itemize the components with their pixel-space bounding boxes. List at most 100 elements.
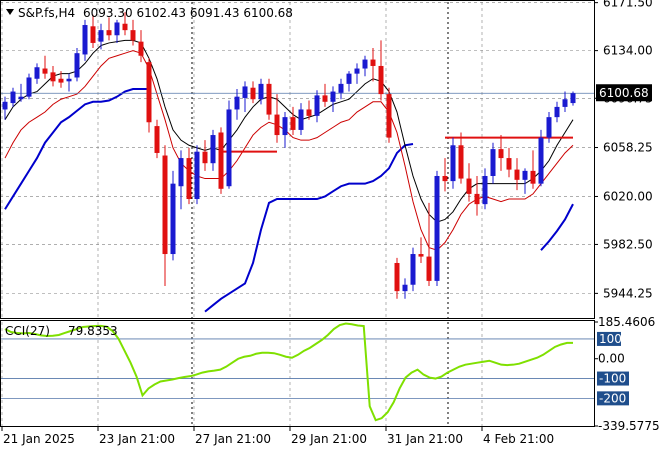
candle-body bbox=[298, 109, 304, 130]
outer-band-line bbox=[204, 143, 414, 313]
candle-body bbox=[370, 59, 376, 66]
cci-level-tag-label: -100 bbox=[599, 372, 626, 386]
candle-body bbox=[202, 151, 208, 164]
candle-body bbox=[538, 137, 544, 184]
candle-body bbox=[266, 83, 272, 115]
candle-body bbox=[314, 95, 320, 116]
cci-tick-label: 0.00 bbox=[598, 352, 625, 366]
candle-body bbox=[514, 169, 520, 180]
cci-session-separators bbox=[191, 322, 449, 426]
candle-body bbox=[250, 87, 256, 100]
cci-level-tag-label: -200 bbox=[599, 391, 626, 405]
ohlc-values: 6093.30 6102.43 6091.43 6100.68 bbox=[83, 6, 293, 20]
time-tick-label: 29 Jan 21:00 bbox=[291, 432, 367, 446]
candle-body bbox=[170, 183, 176, 255]
candle-body bbox=[114, 22, 120, 36]
cci-grid bbox=[1, 322, 483, 426]
candle-body bbox=[218, 132, 224, 189]
candle-body bbox=[562, 99, 568, 107]
candle-body bbox=[354, 68, 360, 74]
candle-body bbox=[474, 193, 480, 205]
candle-body bbox=[290, 117, 296, 130]
current-price-tag-value: 6100.68 bbox=[599, 86, 649, 100]
candle-body bbox=[178, 158, 184, 187]
price-grid bbox=[0, 2, 594, 318]
candle-body bbox=[226, 109, 232, 187]
price-pane[interactable]: 6171.506134.006096.756058.256020.005982.… bbox=[0, 0, 653, 319]
candle-body bbox=[306, 109, 312, 116]
time-tick-label: 31 Jan 21:00 bbox=[387, 432, 463, 446]
candle-body bbox=[34, 67, 40, 79]
cci-name: CCI(27) bbox=[5, 324, 50, 338]
cci-axis: 185.4606 100 0.00 -100 -200 -339.5775 bbox=[594, 315, 660, 433]
candle-body bbox=[322, 95, 328, 102]
candle-body bbox=[458, 145, 464, 179]
cci-line bbox=[4, 322, 574, 422]
candle-body bbox=[242, 86, 248, 98]
time-tick-label: 23 Jan 21:00 bbox=[99, 432, 175, 446]
cci-level-tag-bg bbox=[597, 331, 621, 346]
candle-body bbox=[362, 59, 368, 69]
price-tick-label: 6134.00 bbox=[603, 44, 653, 58]
candle-body bbox=[26, 77, 32, 97]
candle-body bbox=[258, 83, 264, 100]
candle-body bbox=[82, 25, 88, 55]
cci-tick-label: -339.5775 bbox=[598, 419, 660, 433]
time-tick-label: 4 Feb 21:00 bbox=[483, 432, 554, 446]
candle-body bbox=[90, 26, 96, 43]
current-price-tag: 6100.68 bbox=[596, 84, 652, 102]
outer-band-line bbox=[4, 87, 149, 210]
cci-pane[interactable]: 185.4606 100 0.00 -100 -200 -339.5775 CCI(27)… bbox=[0, 315, 660, 433]
cci-level-tag-bg bbox=[597, 371, 629, 386]
outer-band-line bbox=[540, 203, 574, 251]
candle-body bbox=[418, 254, 424, 257]
candle-body bbox=[498, 149, 504, 159]
symbol-label: S&P.fs,H4 bbox=[18, 6, 75, 20]
candle-body bbox=[434, 175, 440, 281]
price-tick-label: 6020.00 bbox=[603, 189, 653, 203]
candle-body bbox=[378, 65, 384, 95]
candle-body bbox=[346, 73, 352, 84]
cci-level-tag-label: 100 bbox=[599, 332, 622, 346]
candle-body bbox=[98, 30, 104, 42]
candle-body bbox=[234, 96, 240, 110]
candle-body bbox=[58, 78, 64, 83]
candle-body bbox=[210, 135, 216, 164]
candle-body bbox=[450, 145, 456, 182]
chart-header: S&P.fs,H4 6093.30 6102.43 6091.43 6100.6… bbox=[6, 6, 293, 20]
candle-body bbox=[482, 175, 488, 205]
candle-body bbox=[194, 151, 200, 200]
candles bbox=[2, 12, 576, 299]
candle-body bbox=[426, 256, 432, 281]
candle-body bbox=[138, 41, 144, 56]
candle-body bbox=[282, 117, 288, 136]
candle-body bbox=[386, 94, 392, 138]
cci-pane-border bbox=[0, 320, 595, 427]
candle-body bbox=[18, 96, 24, 100]
price-tick-label: 5982.50 bbox=[603, 237, 653, 251]
candle-body bbox=[122, 23, 128, 31]
candle-body bbox=[66, 78, 72, 82]
price-tick-label: 6171.50 bbox=[603, 0, 653, 10]
price-tick-label: 5944.25 bbox=[603, 286, 653, 300]
candle-body bbox=[506, 158, 512, 170]
collapse-triangle-icon[interactable] bbox=[6, 9, 14, 15]
price-pane-border bbox=[0, 0, 595, 319]
candle-body bbox=[74, 53, 80, 78]
envelope-bands bbox=[4, 39, 574, 313]
candle-body bbox=[50, 72, 56, 82]
candle-body bbox=[274, 114, 280, 136]
candle-body bbox=[162, 155, 168, 255]
candle-body bbox=[570, 93, 576, 104]
time-axis: 21 Jan 2025 23 Jan 21:00 27 Jan 21:00 29 Ja… bbox=[1, 427, 554, 446]
candle-body bbox=[106, 30, 112, 36]
candle-body bbox=[442, 175, 448, 182]
candle-body bbox=[546, 117, 552, 138]
candle-body bbox=[530, 170, 536, 184]
candle-body bbox=[522, 170, 528, 180]
current-price-tag-bg bbox=[596, 84, 652, 102]
candle-body bbox=[10, 91, 16, 104]
time-tick-label: 27 Jan 21:00 bbox=[195, 432, 271, 446]
